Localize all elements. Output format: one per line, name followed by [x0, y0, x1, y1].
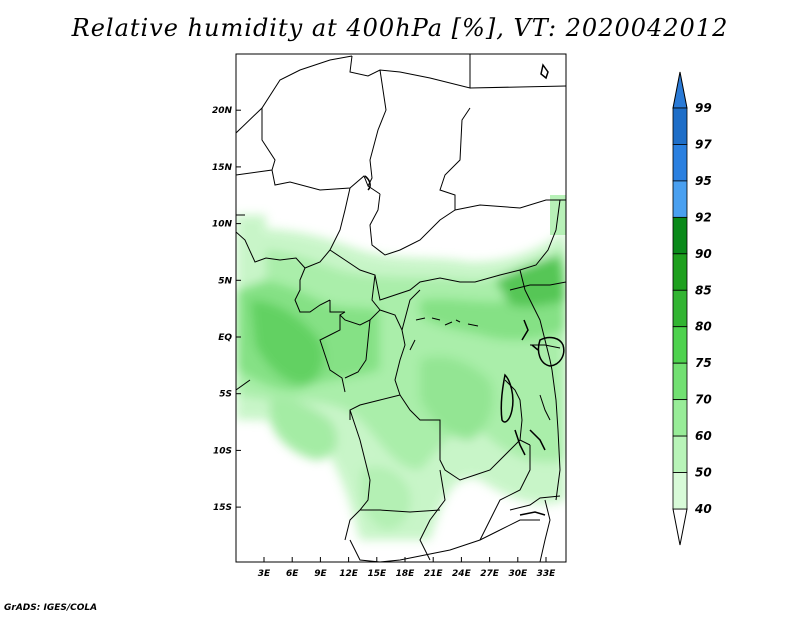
lon-tick-label: 18E [396, 569, 416, 579]
lat-tick-label: 15N [212, 163, 233, 173]
lat-tick-label: 15S [213, 503, 232, 513]
lon-tick-label: 24E [452, 569, 472, 579]
lat-tick-label: 5S [219, 390, 232, 400]
grads-credit: GrADS: IGES/COLA [4, 603, 98, 613]
lon-tick-label: 15E [367, 569, 387, 579]
colorbar-swatch [672, 399, 688, 437]
lakes [364, 63, 565, 516]
lat-tick-label: 20N [212, 106, 233, 116]
lon-tick-label: 9E [314, 569, 327, 579]
lat-tick-label: EQ [218, 333, 232, 343]
colorbar-swatch [672, 180, 688, 218]
colorbar-level-label: 80 [695, 320, 712, 334]
colorbar-swatch [672, 326, 688, 364]
chart-title: Relative humidity at 400hPa [%], VT: 202… [71, 14, 729, 42]
lat-tick-label: 5N [218, 276, 232, 286]
colorbar-swatch [672, 472, 688, 510]
colorbar-swatch [672, 216, 688, 255]
colorbar-level-label: 50 [695, 466, 712, 480]
colorbar-level-label: 70 [695, 393, 712, 407]
latitude-axis: 20N 15N 10N 5N EQ 5S 10S 15S [212, 106, 241, 513]
colorbar-swatch [672, 362, 688, 401]
colorbar-swatch [672, 435, 688, 473]
colorbar-top-arrow [672, 71, 688, 109]
lon-tick-label: 30E [508, 569, 528, 579]
colorbar-level-label: 60 [695, 429, 712, 443]
lon-tick-label: 27E [480, 569, 500, 579]
colorbar-level-label: 75 [695, 356, 712, 370]
colorbar-swatch [672, 253, 688, 291]
colorbar-level-label: 90 [695, 247, 712, 261]
lon-tick-label: 12E [339, 569, 359, 579]
lat-tick-label: 10S [213, 446, 232, 456]
colorbar-level-label: 92 [695, 210, 712, 224]
lon-tick-label: 3E [258, 569, 271, 579]
colorbar-swatch [672, 144, 688, 182]
colorbar-level-label: 97 [695, 137, 712, 151]
colorbar-swatch [672, 289, 688, 328]
lon-tick-label: 33E [537, 569, 557, 579]
humidity-field [236, 195, 566, 541]
colorbar-level-label: 40 [694, 502, 712, 516]
colorbar-bottom-arrow [672, 508, 688, 546]
colorbar-level-label: 95 [695, 174, 712, 188]
colorbar-level-label: 85 [695, 283, 712, 297]
map-frame [235, 53, 567, 563]
colorbar-swatch [672, 107, 688, 145]
lon-tick-label: 21E [424, 569, 444, 579]
longitude-axis: 3E 6E 9E 12E 15E 18E 21E 24E 27E 30E 33E [258, 557, 556, 579]
colorbar-level-label: 99 [695, 101, 712, 115]
colorbar-legend: 99 97 95 92 90 85 80 75 70 60 50 40 [672, 71, 712, 546]
lat-tick-label: 10N [212, 220, 233, 230]
country-borders [236, 54, 566, 562]
lon-tick-label: 6E [286, 569, 299, 579]
